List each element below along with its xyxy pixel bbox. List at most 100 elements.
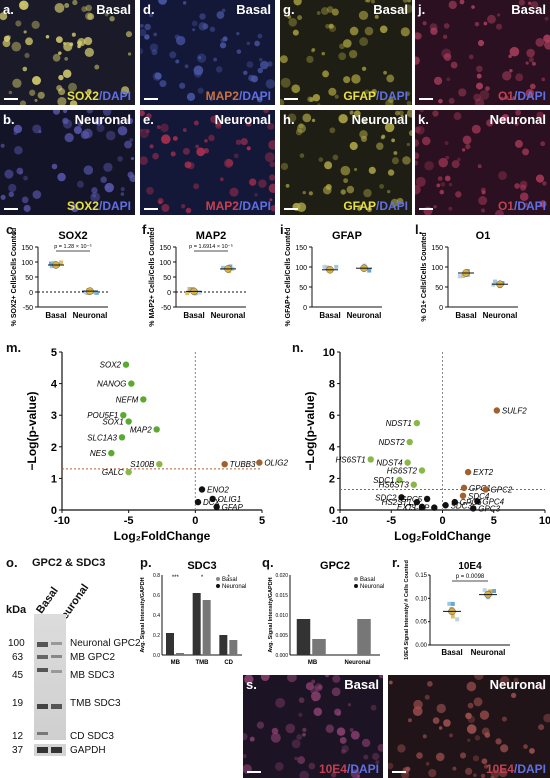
bar-p-y-tick-label: 0.4 (153, 613, 160, 619)
cell-mark (531, 61, 536, 66)
cell-mark (45, 34, 50, 39)
cell-mark (224, 158, 234, 168)
cell-mark (379, 183, 385, 189)
cell-mark (104, 182, 114, 193)
cell-mark (471, 124, 481, 134)
cell-mark (437, 176, 443, 181)
cell-mark (184, 64, 189, 69)
cell-mark (169, 51, 177, 59)
volcano-m-point-pou5f1 (120, 412, 127, 419)
cell-mark (519, 192, 529, 201)
cell-mark (229, 187, 239, 197)
cell-mark (535, 37, 545, 47)
stain-name: 10E4 (485, 762, 514, 776)
quant-charts: SOX2 150 100 50 0 -50 Basal Neuronal % SOX2+ Cel… (11, 227, 518, 327)
cell-mark (407, 0, 412, 3)
volcano-m-label-tubb3: TUBB3 (230, 460, 256, 469)
cell-mark (64, 56, 69, 61)
cell-mark (280, 162, 289, 171)
cell-mark (479, 710, 490, 720)
cell-mark (362, 119, 367, 124)
band-label-mb-sdc3: MB SDC3 (70, 670, 115, 681)
cell-mark (513, 677, 519, 683)
cell-mark (433, 205, 437, 209)
cell-mark (185, 207, 192, 214)
dot-r-point (450, 614, 455, 619)
cell-mark (318, 157, 324, 162)
micrograph-stain-label: O1/DAPI (498, 89, 546, 103)
cell-mark (258, 57, 263, 62)
volcano-m-x-title: Log₂FoldChange (114, 529, 211, 543)
cell-mark (193, 69, 203, 78)
micrograph-cells (243, 675, 383, 778)
cell-mark (374, 14, 379, 19)
cell-mark (21, 196, 29, 204)
cell-mark (243, 70, 248, 75)
volcano-m-y-tick-label: 1 (51, 473, 57, 485)
cell-mark (216, 11, 225, 19)
volcano-n-point-gpc2 (482, 486, 489, 493)
bar-p-bar-neuronal (176, 653, 184, 655)
cell-mark (3, 35, 11, 42)
volcano-m-label-pou5f1: POU5F1 (87, 411, 118, 420)
volcano-n-point-cs-ep (431, 504, 438, 511)
cell-mark (124, 140, 132, 149)
cell-mark (375, 760, 380, 765)
y-tick-label: 100 (295, 265, 307, 272)
stain-name: O1 (497, 89, 514, 103)
x-tick-label: Basal (455, 311, 476, 320)
cell-mark (316, 11, 321, 15)
band-label-neuronal-gpc2: Neuronal GPC2 (70, 638, 141, 649)
bar-p-sig: * (227, 575, 230, 581)
cell-mark (195, 144, 200, 149)
cell-mark (144, 34, 150, 40)
scale-bar (144, 98, 158, 100)
y-axis-title-f: % MAP2+ Cells/Cells Counted (149, 227, 156, 326)
cell-mark (270, 204, 275, 212)
cell-mark (331, 687, 341, 697)
cell-mark (497, 13, 501, 17)
cell-mark (438, 726, 443, 730)
volcano-m-y-tick-label: 2 (51, 442, 57, 454)
cell-mark (416, 752, 423, 759)
cell-mark (452, 766, 457, 771)
cell-mark (64, 2, 70, 8)
cell-mark (332, 154, 339, 161)
cell-mark (254, 40, 260, 47)
cell-mark (536, 111, 544, 119)
chart-title-f: MAP2 (196, 230, 227, 242)
cell-mark (509, 69, 513, 73)
cell-mark (413, 699, 423, 710)
volcano-n-label-sdc4: SDC4 (468, 492, 490, 501)
volcano-n-label-hs2st1: HS2ST1 (382, 498, 412, 507)
cell-mark (87, 13, 95, 21)
cell-mark (82, 128, 93, 139)
cell-mark (306, 55, 314, 64)
cell-mark (389, 680, 393, 685)
cell-mark (92, 193, 97, 198)
volcano-n-point-ext2 (464, 468, 472, 476)
micrograph-condition: Basal (373, 2, 408, 17)
dot-r-y-tick-label: 0.05 (415, 620, 427, 626)
cell-mark (448, 206, 453, 211)
kda-100: 100 (8, 638, 25, 649)
cell-mark (77, 38, 86, 47)
bar-q-legend-neuronal: Neuronal (360, 584, 384, 590)
cell-mark (176, 35, 186, 46)
cell-mark (172, 136, 178, 141)
cell-mark (466, 681, 477, 692)
cell-mark (540, 686, 545, 691)
cell-mark (268, 183, 275, 194)
cell-mark (383, 70, 387, 75)
cell-mark (57, 172, 66, 182)
cell-mark (485, 86, 490, 91)
micrograph-cells (280, 0, 412, 105)
cell-mark (325, 23, 330, 29)
micrograph-stain-label: SOX2/DAPI (67, 199, 131, 213)
volcano-m-point-sox2 (122, 361, 130, 368)
cell-mark (483, 21, 488, 26)
cell-mark (544, 40, 550, 50)
y-tick-label: 50 (299, 285, 307, 292)
y-axis-title-c: % SOX2+ Cells/Cells Counted (11, 228, 18, 327)
cell-mark (266, 675, 270, 677)
